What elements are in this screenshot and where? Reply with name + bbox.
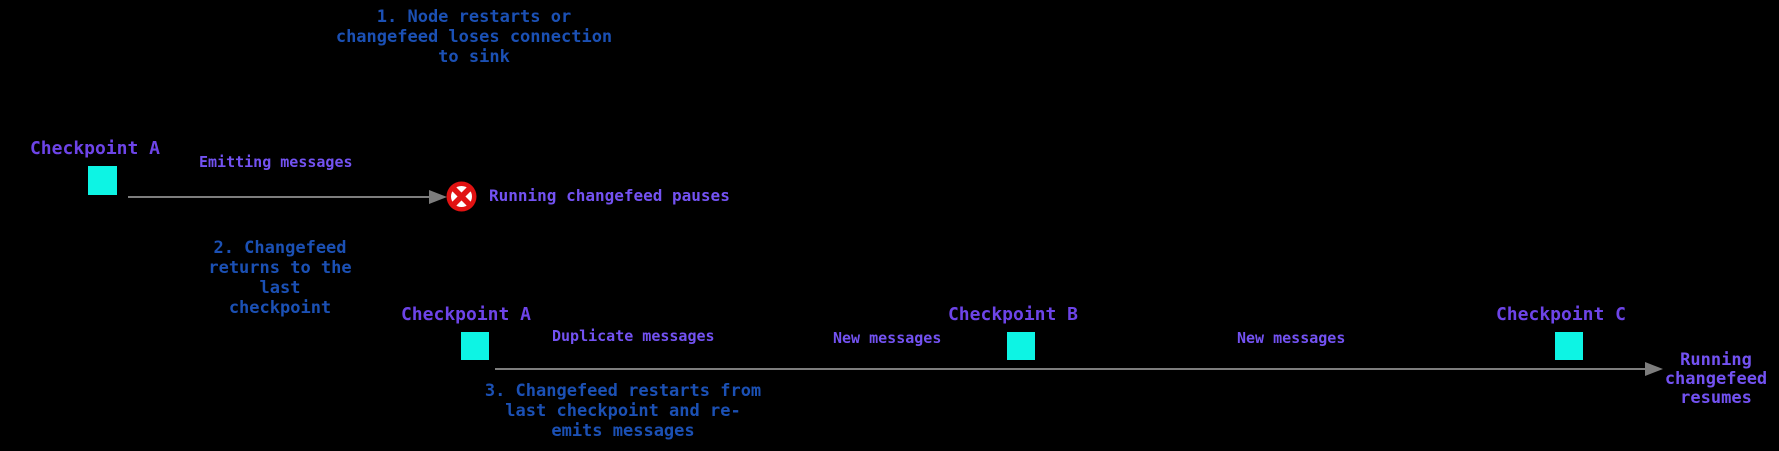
pause-cancel-icon <box>446 181 477 212</box>
timeline-arrow-before-head <box>429 190 447 204</box>
checkpoint-b-label: Checkpoint B <box>947 304 1079 325</box>
checkpoint-b-marker <box>1007 332 1035 360</box>
annotation-step-2: 2. Changefeed returns to the last checkp… <box>208 238 352 318</box>
running-changefeed-resumes-label: Running changefeed resumes <box>1664 350 1768 408</box>
timeline-arrow-after-head <box>1645 362 1663 376</box>
running-changefeed-pauses-label: Running changefeed pauses <box>489 186 730 205</box>
duplicate-messages-label: Duplicate messages <box>552 327 715 345</box>
checkpoint-a-marker-after <box>461 332 489 360</box>
emitting-messages-label: Emitting messages <box>199 153 353 171</box>
new-messages-label-2: New messages <box>1237 329 1346 347</box>
annotation-step-1: 1. Node restarts or changefeed loses con… <box>335 7 613 67</box>
checkpoint-c-label: Checkpoint C <box>1495 304 1627 325</box>
annotation-step-3: 3. Changefeed restarts from last checkpo… <box>484 381 762 441</box>
checkpoint-c-marker <box>1555 332 1583 360</box>
checkpoint-a-label-after: Checkpoint A <box>400 304 532 325</box>
new-messages-label-1: New messages <box>833 329 942 347</box>
checkpoint-a-label-before: Checkpoint A <box>29 138 161 159</box>
timeline-arrow-after <box>495 368 1645 370</box>
timeline-arrow-before <box>128 196 430 198</box>
checkpoint-a-marker-before <box>88 166 117 195</box>
